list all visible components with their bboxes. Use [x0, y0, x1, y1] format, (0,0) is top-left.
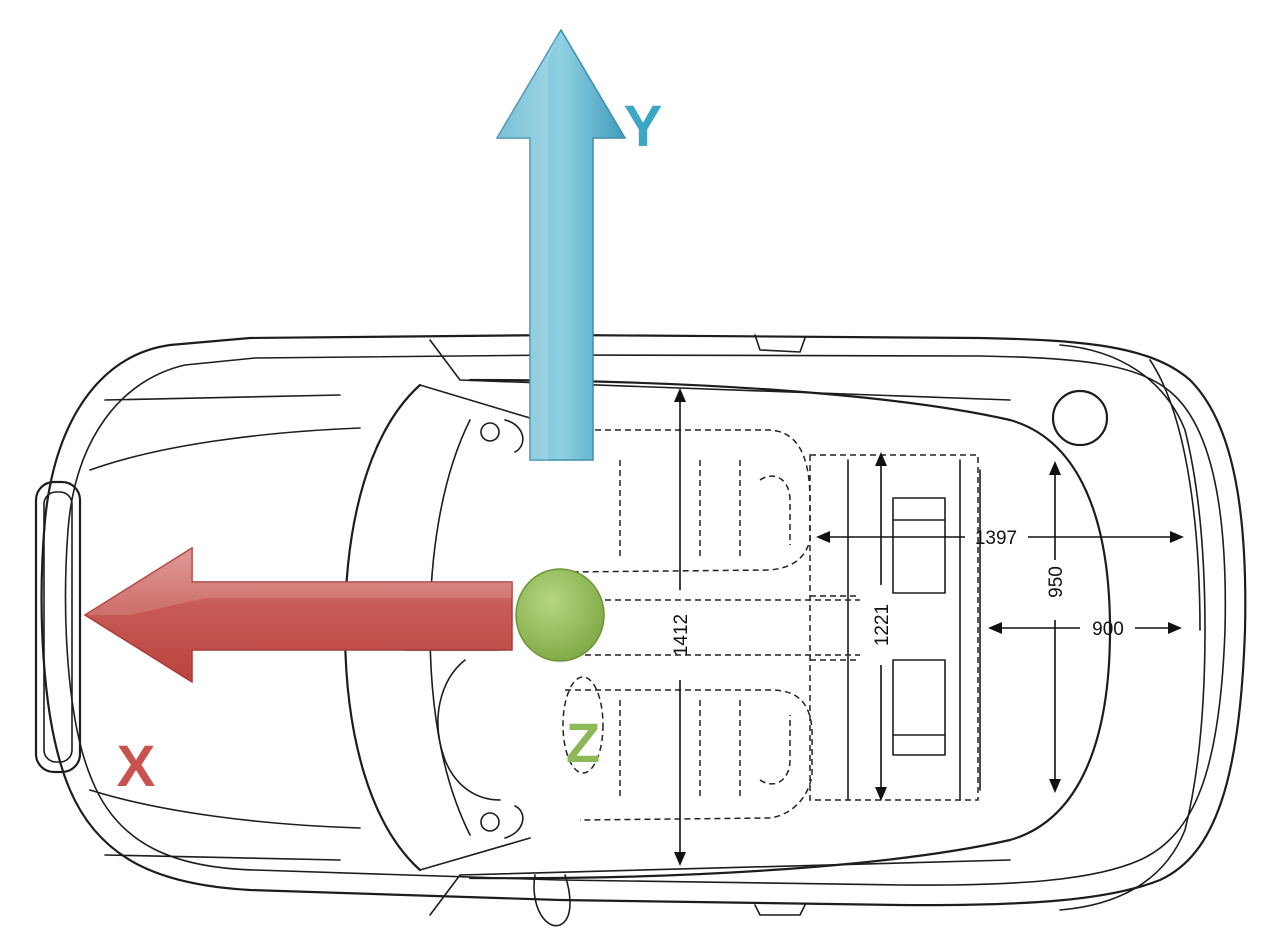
x-axis-label: X: [117, 734, 156, 799]
z-axis-origin: [515, 568, 605, 662]
x-arrow-shape: [83, 546, 513, 684]
dim-label-900: 900: [1092, 619, 1124, 640]
front-plate: [34, 480, 82, 774]
fuel-cap: [1051, 389, 1109, 447]
dim-label-1221: 1221: [872, 604, 893, 646]
y-arrow-shape: [495, 28, 627, 461]
z-axis-label: Z: [566, 711, 600, 774]
seats: [562, 429, 979, 821]
x-axis-arrow: [83, 546, 513, 684]
dimension-lines: 1412 1221 950 1397 900: [671, 388, 1184, 866]
dim-label-950: 950: [1046, 566, 1067, 598]
y-axis-label: Y: [624, 94, 663, 159]
car-body-outer: [40, 333, 1247, 907]
dim-label-1397: 1397: [975, 528, 1017, 549]
y-axis-arrow: [495, 28, 627, 461]
dim-label-1412: 1412: [671, 614, 692, 656]
